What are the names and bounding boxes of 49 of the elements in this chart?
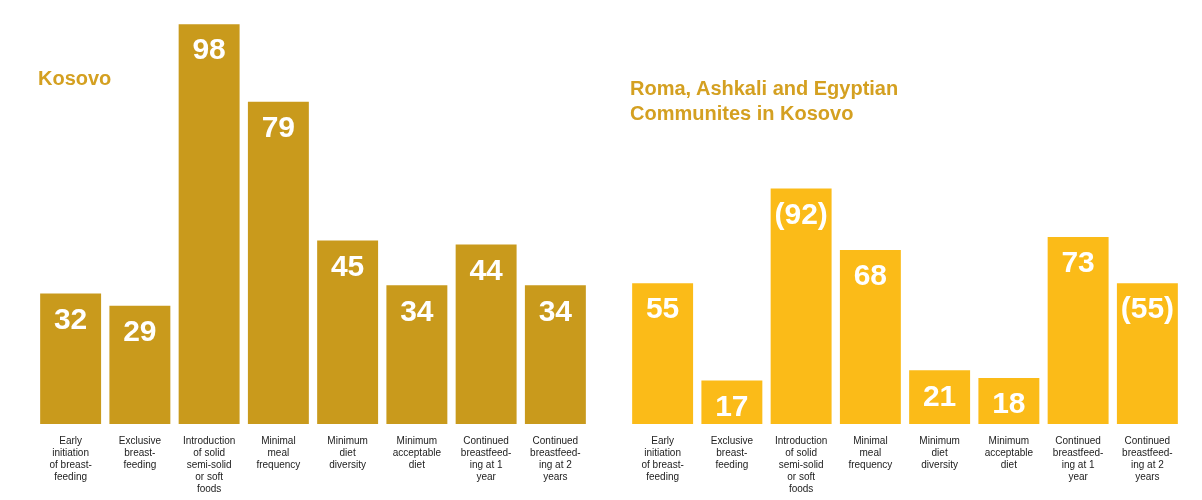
data-label: (55)	[1120, 291, 1175, 325]
bar	[386, 285, 448, 424]
data-label: 45	[330, 248, 365, 282]
data-label: 34	[400, 293, 434, 327]
bar	[524, 285, 586, 424]
bar	[909, 370, 971, 424]
data-label: 34	[538, 293, 573, 327]
bar	[455, 244, 517, 424]
data-label: 21	[922, 378, 957, 412]
x-tick-label: Minimum acceptable diet	[392, 434, 442, 470]
data-label: 17	[715, 388, 749, 422]
x-tick-label: Continued breastfeed-ing at 1 year	[460, 434, 512, 482]
x-tick-label: Introduction of solid semi-solid or soft foods	[182, 434, 236, 494]
data-label: 55	[645, 291, 680, 325]
data-label: (92)	[774, 196, 828, 230]
x-tick-label: Minimum acceptable diet	[984, 434, 1034, 470]
data-label: 68	[853, 258, 888, 292]
text: Kosovo	[38, 66, 113, 91]
bar	[40, 293, 102, 424]
x-tick-label: Minimal meal frequency	[256, 434, 301, 470]
bar	[1047, 237, 1109, 424]
x-tick-label: Introduction of solid semi-solid or soft foods	[774, 434, 828, 494]
data-label: 79	[261, 109, 296, 143]
bar	[839, 249, 901, 424]
x-tick-label: Early initiation of breast-feeding	[641, 434, 684, 482]
x-tick-label: Exclusive breast-feeding	[710, 434, 754, 470]
x-tick-label: Exclusive breast-feeding	[118, 434, 162, 470]
x-tick-label: Early initiation of breast-feeding	[49, 434, 92, 482]
bar	[178, 24, 240, 424]
bar	[109, 305, 171, 424]
bar	[632, 283, 694, 424]
data-label: 18	[992, 386, 1026, 420]
x-tick-label: Continued breastfeed-ing at 1 year	[1052, 434, 1104, 482]
x-tick-label: Continued breastfeed-ing at 2 years	[530, 434, 581, 482]
data-label: 73	[1061, 245, 1095, 279]
bar	[317, 240, 379, 424]
bar	[247, 101, 309, 424]
data-label: 32	[53, 301, 88, 335]
bar	[701, 380, 763, 424]
x-tick-label: Minimal meal frequency	[848, 434, 893, 470]
x-tick-label: Minimum diet diversity	[327, 434, 368, 470]
data-label: 29	[123, 313, 157, 347]
bar	[770, 188, 832, 424]
bar	[1116, 283, 1178, 424]
chart-title: Roma, Ashkali and Egyptian Communites in Kosovo	[630, 76, 900, 126]
x-tick-label: Continued breastfeed-ing at 2 years	[1122, 434, 1173, 482]
data-label: 44	[469, 252, 504, 286]
data-label: 98	[192, 32, 226, 66]
x-tick-label: Minimum diet diversity	[919, 434, 960, 470]
